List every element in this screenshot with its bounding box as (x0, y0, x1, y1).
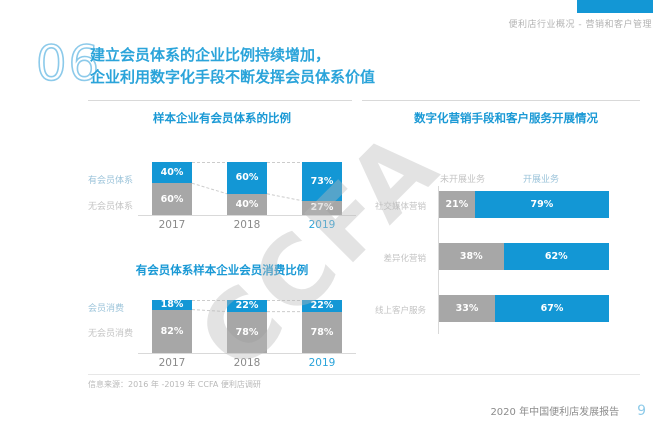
hbar-差异化营销: 38% 62% (439, 243, 609, 270)
hbar-社交媒体营销: 21% 79% (439, 191, 609, 218)
x-axis-label-2019: 2019 (308, 219, 336, 231)
bar-segment-无会员消费: 78% (227, 311, 267, 353)
bar-segment-会员消费: 22% (227, 300, 267, 312)
x-axis-label-2017: 2017 (158, 219, 186, 231)
segment-label: 38% (459, 251, 483, 262)
legend-会员消费: 会员消费 (88, 304, 125, 314)
segment-label: 67% (540, 303, 564, 314)
segment-label: 60% (235, 172, 259, 184)
bar-segment-有会员体系: 40% (152, 162, 192, 184)
footer: 2020 年中国便利店发展报告 9 (490, 403, 646, 419)
segment-label: 78% (310, 326, 334, 338)
bar-segment-无会员消费: 82% (152, 309, 192, 353)
page-title: 建立会员体系的企业比例持续增加， 企业利用数字化手段不断发挥会员体系价值 (90, 44, 375, 88)
legend-无会员消费: 无会员消费 (88, 329, 134, 339)
stacked-bar-2019: 73% 27% (302, 162, 342, 215)
bar-segment-无会员体系: 40% (227, 193, 267, 215)
segment-label: 73% (310, 175, 334, 187)
chart1-title: 样本企业有会员体系的比例 (153, 111, 291, 125)
bar-segment-有会员体系: 73% (302, 162, 342, 201)
stacked-bar-2017: 40% 60% (152, 162, 192, 215)
chart-member-consumption: 18% 82% 2017 22% 78% 2018 22% 78% 2019 会员消费无会员消费 (88, 299, 356, 378)
divider-left (88, 100, 352, 101)
bar-segment-无会员体系: 27% (302, 200, 342, 215)
segment-label: 27% (310, 202, 334, 214)
report-title: 2020 年中国便利店发展报告 (490, 407, 620, 418)
legend-未开展业务: 未开展业务 (440, 175, 486, 185)
segment-label: 79% (530, 199, 554, 210)
bar-segment-未开展业务: 38% (439, 243, 504, 270)
chart2-title: 有会员体系样本企业会员消费比例 (135, 263, 309, 277)
hbar-线上客户服务: 33% 67% (439, 295, 609, 322)
bar-segment-有会员体系: 60% (227, 162, 267, 194)
source-divider (88, 374, 640, 375)
stacked-bar-2018: 22% 78% (227, 300, 267, 353)
segment-label: 62% (544, 251, 568, 262)
bar-segment-会员消费: 18% (152, 299, 192, 311)
stacked-bar-2019: 22% 78% (302, 300, 342, 353)
legend-开展业务: 开展业务 (523, 175, 560, 185)
corner-accent-bar (577, 0, 653, 13)
segment-label: 22% (310, 300, 334, 312)
segment-label: 78% (235, 326, 259, 338)
row-label-线上客户服务: 线上客户服务 (374, 306, 426, 316)
stacked-bar-2017: 18% 82% (152, 299, 192, 353)
breadcrumb: 便利店行业概况 - 营销和客户管理 (508, 20, 652, 30)
bar-segment-开展业务: 67% (495, 295, 609, 322)
chart3-title: 数字化营销手段和客户服务开展情况 (414, 111, 598, 125)
x-axis-label-2018: 2018 (233, 357, 261, 369)
bar-segment-未开展业务: 33% (439, 295, 496, 322)
page-number: 9 (637, 403, 646, 419)
y-axis-line (438, 186, 439, 334)
bar-segment-开展业务: 62% (503, 243, 609, 270)
chart-digital-marketing: 未开展业务 开展业务社交媒体营销 21% 79% 差异化营销 38% 62% 线上客户服务 33… (370, 170, 652, 340)
source-note: 信息来源：2016 年 -2019 年 CCFA 便利店调研 (88, 380, 261, 389)
divider-right (362, 100, 640, 101)
x-axis-label-2018: 2018 (233, 219, 261, 231)
segment-label: 60% (160, 193, 184, 205)
bar-segment-无会员消费: 78% (302, 311, 342, 353)
connector-lines (138, 300, 356, 354)
page-title-line2: 企业利用数字化手段不断发挥会员体系价值 (90, 68, 376, 86)
x-axis-label-2017: 2017 (158, 357, 186, 369)
x-axis-label-2019: 2019 (308, 357, 336, 369)
connector-lines (138, 162, 356, 216)
section-number: 06 (35, 36, 102, 92)
bar-segment-开展业务: 79% (474, 191, 609, 218)
row-label-差异化营销: 差异化营销 (383, 254, 426, 264)
legend-有会员体系: 有会员体系 (88, 176, 134, 186)
bar-segment-会员消费: 22% (302, 300, 342, 312)
segment-label: 40% (160, 167, 184, 179)
legend-无会员体系: 无会员体系 (88, 202, 134, 212)
chart-membership-ratio: 40% 60% 2017 60% 40% 2018 73% 27% 2019 有会员体系无会员体系 (88, 162, 356, 240)
segment-label: 40% (235, 198, 259, 210)
bar-segment-未开展业务: 21% (439, 191, 475, 218)
bar-segment-无会员体系: 60% (152, 183, 192, 215)
segment-label: 18% (160, 299, 184, 311)
segment-label: 33% (455, 303, 479, 314)
segment-label: 21% (445, 199, 469, 210)
row-label-社交媒体营销: 社交媒体营销 (374, 202, 426, 212)
segment-label: 82% (160, 325, 184, 337)
stacked-bar-2018: 60% 40% (227, 162, 267, 215)
segment-label: 22% (235, 300, 259, 312)
page-title-line1: 建立会员体系的企业比例持续增加， (90, 46, 331, 64)
